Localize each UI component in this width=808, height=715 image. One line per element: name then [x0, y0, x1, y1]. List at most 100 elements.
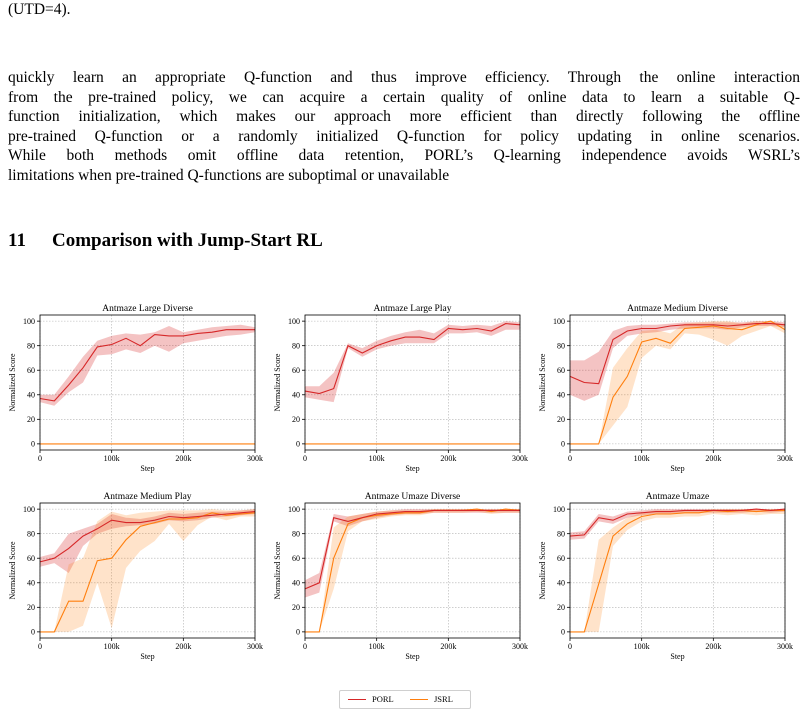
- y-axis-label: Normalized Score: [273, 353, 282, 411]
- x-tick-label: 0: [38, 454, 42, 463]
- y-tick-label: 0: [561, 628, 565, 637]
- series-line-porl: [39, 511, 256, 563]
- x-axis-label: Step: [140, 464, 154, 473]
- y-axis-label: Normalized Score: [538, 353, 547, 411]
- x-tick-label: 100k: [104, 642, 120, 651]
- x-tick-label: 100k: [634, 454, 650, 463]
- y-tick-label: 0: [296, 628, 300, 637]
- paragraph-line: quickly learn an appropriate Q-function …: [8, 69, 800, 86]
- legend-swatch-jsrl: [410, 698, 428, 700]
- x-tick-label: 200k: [440, 454, 456, 463]
- chart-title: Antmaze Umaze Diverse: [365, 492, 460, 502]
- axes-frame: [304, 502, 521, 639]
- y-tick-label: 100: [288, 505, 300, 514]
- y-tick-label: 40: [292, 391, 300, 400]
- y-tick-label: 60: [292, 366, 300, 375]
- chart-legend: PORL JSRL: [339, 690, 471, 709]
- axes-frame: [304, 314, 521, 451]
- x-tick-label: 300k: [512, 642, 528, 651]
- y-tick-label: 80: [292, 341, 300, 350]
- x-tick-label: 200k: [705, 454, 721, 463]
- axes-frame: [569, 502, 786, 639]
- y-tick-label: 20: [292, 603, 300, 612]
- y-tick-label: 20: [557, 415, 565, 424]
- paragraph-line: function initialization, which makes our…: [8, 108, 800, 126]
- chart-title: Antmaze Medium Play: [103, 492, 191, 502]
- confidence-band-jsrl: [570, 321, 785, 444]
- x-tick-label: 0: [303, 454, 307, 463]
- x-tick-label: 100k: [369, 642, 385, 651]
- section-number: 11: [8, 230, 26, 251]
- x-axis-label: Step: [140, 652, 154, 661]
- confidence-band-porl: [40, 324, 255, 406]
- y-tick-label: 60: [557, 554, 565, 563]
- y-axis-label: Normalized Score: [8, 353, 17, 411]
- x-tick-label: 0: [38, 642, 42, 651]
- x-tick-label: 300k: [247, 642, 263, 651]
- y-tick-label: 100: [23, 505, 35, 514]
- x-tick-label: 300k: [247, 454, 263, 463]
- paragraph-line: pre-trained Q-function or a randomly ini…: [8, 127, 800, 145]
- legend-label-porl: PORL: [372, 694, 394, 704]
- paragraph-line: from the pre-trained policy, we can acqu…: [8, 88, 800, 106]
- confidence-band-jsrl: [40, 509, 255, 632]
- legend-swatch-porl: [348, 698, 366, 700]
- series-line-jsrl: [570, 320, 786, 445]
- chart-title: Antmaze Umaze: [646, 492, 710, 502]
- x-axis-label: Step: [670, 652, 684, 661]
- x-axis-label: Step: [405, 652, 419, 661]
- y-tick-label: 80: [292, 529, 300, 538]
- legend-label-jsrl: JSRL: [434, 694, 453, 704]
- x-tick-label: 0: [303, 642, 307, 651]
- confidence-band-porl: [305, 321, 520, 403]
- y-tick-label: 40: [27, 579, 35, 588]
- x-tick-label: 300k: [512, 454, 528, 463]
- y-tick-label: 80: [27, 341, 35, 350]
- y-tick-label: 60: [27, 366, 35, 375]
- x-tick-label: 200k: [175, 454, 191, 463]
- y-axis-label: Normalized Score: [8, 541, 17, 599]
- x-axis-label: Step: [670, 464, 684, 473]
- y-tick-label: 80: [27, 529, 35, 538]
- y-tick-label: 0: [561, 440, 565, 449]
- figure-grid: 0 20 40 60 80 100 0 100k 200k 300k Antmaze Large D…: [8, 304, 793, 661]
- paragraph-line: While both methods omit offline data ret…: [8, 147, 800, 165]
- series-line-porl: [39, 329, 255, 402]
- y-tick-label: 40: [292, 579, 300, 588]
- y-tick-label: 20: [27, 603, 35, 612]
- series-line-porl: [304, 323, 521, 395]
- series-line-jsrl: [40, 512, 256, 633]
- x-tick-label: 100k: [634, 642, 650, 651]
- x-tick-label: 300k: [777, 642, 793, 651]
- legend-item-porl: PORL: [348, 694, 394, 704]
- y-tick-label: 100: [23, 317, 35, 326]
- x-tick-label: 200k: [705, 642, 721, 651]
- x-tick-label: 200k: [440, 642, 456, 651]
- x-tick-label: 0: [568, 642, 572, 651]
- y-tick-label: 0: [31, 440, 35, 449]
- series-line-porl: [304, 509, 520, 590]
- y-tick-label: 40: [27, 391, 35, 400]
- x-tick-label: 300k: [777, 454, 793, 463]
- chart-title: Antmaze Medium Diverse: [627, 304, 728, 314]
- x-tick-label: 100k: [369, 454, 385, 463]
- section-heading: 11 Comparison with Jump-Start RL: [8, 230, 323, 252]
- y-tick-label: 100: [553, 317, 565, 326]
- chart-title: Antmaze Large Diverse: [102, 304, 193, 314]
- y-axis-label: Normalized Score: [538, 541, 547, 599]
- paragraph-line: limitations when pre-trained Q-functions…: [8, 166, 450, 184]
- section-title: Comparison with Jump-Start RL: [52, 230, 323, 251]
- y-tick-label: 20: [557, 603, 565, 612]
- x-tick-label: 0: [568, 454, 572, 463]
- y-tick-label: 100: [553, 505, 565, 514]
- series-line-porl: [569, 508, 786, 537]
- x-axis-label: Step: [405, 464, 419, 473]
- y-tick-label: 40: [557, 391, 565, 400]
- confidence-band-porl: [570, 321, 785, 401]
- confidence-band-porl: [570, 509, 785, 540]
- x-tick-label: 100k: [104, 454, 120, 463]
- y-tick-label: 60: [27, 554, 35, 563]
- y-axis-label: Normalized Score: [273, 541, 282, 599]
- y-tick-label: 60: [557, 366, 565, 375]
- y-tick-label: 20: [292, 415, 300, 424]
